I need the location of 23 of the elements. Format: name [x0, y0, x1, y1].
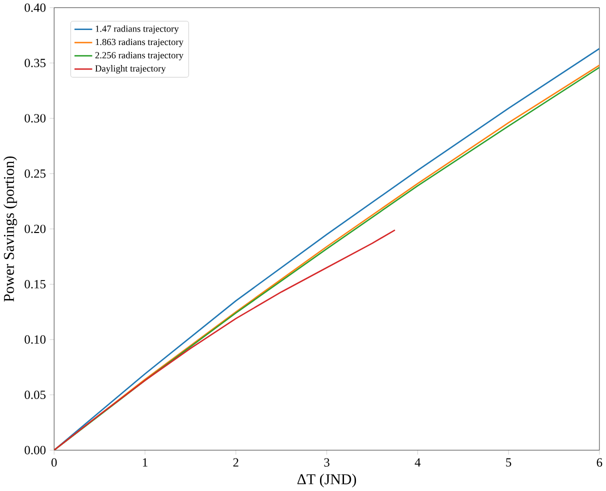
legend-label: Daylight trajectory	[95, 65, 166, 74]
y-tick-label: 0.35	[24, 58, 46, 68]
x-tick-label: 2	[233, 458, 238, 467]
y-tick-label: 0.15	[24, 280, 46, 289]
y-tick-label: 0.25	[24, 169, 46, 178]
y-axis-title: Power Savings (portion)	[3, 156, 18, 302]
line-series	[54, 229, 396, 450]
y-tick-label: 0.05	[24, 390, 46, 400]
y-tick-label: 0.20	[24, 224, 46, 234]
x-tick-label: 5	[506, 458, 512, 467]
y-tick-label: 0.10	[24, 335, 46, 344]
y-tick-label: 0.40	[24, 4, 46, 12]
x-tick-label: 1	[142, 458, 148, 467]
y-tick-label: 0.00	[24, 446, 46, 454]
legend-label: 2.256 radians trajectory	[95, 52, 184, 60]
x-tick-label: 3	[324, 458, 330, 467]
x-tick-label: 6	[596, 458, 602, 467]
x-tick-label: 4	[414, 458, 421, 467]
x-axis-title: ΔT (JND)	[297, 474, 356, 488]
x-tick-label: 0	[51, 458, 57, 467]
legend-label: 1.863 radians trajectory	[96, 38, 184, 48]
legend-label: 1.47 radians trajectory	[96, 25, 179, 34]
y-tick-label: 0.30	[24, 114, 46, 123]
